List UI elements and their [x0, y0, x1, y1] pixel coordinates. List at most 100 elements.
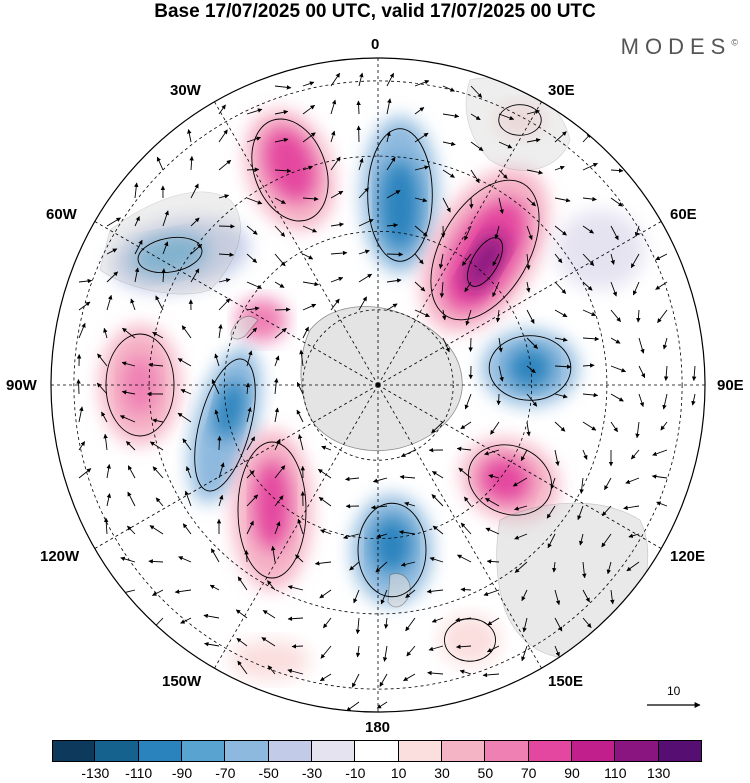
wind-vector	[623, 505, 640, 510]
wind-vector	[464, 496, 472, 507]
wind-vector	[526, 138, 541, 143]
brand-text: MODES	[620, 34, 732, 59]
pole-marker	[375, 382, 381, 388]
colorbar-cell	[442, 740, 486, 762]
wind-vector	[330, 222, 344, 227]
wind-vector	[218, 129, 228, 143]
latitude-circle	[223, 230, 533, 540]
wind-vector	[630, 449, 640, 460]
wind-vector	[302, 303, 317, 311]
wind-vector	[103, 327, 108, 339]
colorbar-tick-label: -10	[345, 765, 366, 781]
wind-vector	[236, 637, 248, 647]
wind-vector	[662, 393, 668, 410]
wind-vector	[148, 362, 164, 368]
wind-vector	[386, 190, 401, 199]
wind-vector	[182, 523, 192, 535]
wind-vector	[101, 411, 108, 423]
wind-vector	[299, 349, 304, 367]
wind-vector	[267, 665, 276, 675]
anomaly-blob	[214, 380, 246, 440]
wind-vector	[663, 365, 669, 381]
wind-vector	[582, 449, 588, 460]
wind-vector	[190, 183, 199, 199]
wind-vector	[526, 225, 533, 241]
wind-vector	[651, 474, 668, 479]
wind-vector	[177, 412, 192, 423]
wind-vector	[330, 99, 337, 115]
wind-vector	[246, 407, 252, 423]
wind-vector	[610, 365, 627, 373]
wind-vector	[218, 104, 226, 115]
wind-vector	[274, 377, 279, 395]
wind-vector	[554, 197, 571, 203]
wind-vector	[314, 561, 332, 566]
colorbar-tick-label: 70	[520, 765, 537, 781]
lon-label-60w: 60W	[46, 206, 77, 223]
wind-vector	[526, 253, 531, 270]
wind-vector	[209, 584, 220, 591]
wind-vector	[582, 281, 593, 291]
wind-vector	[432, 525, 444, 535]
wind-vector	[655, 253, 668, 261]
wind-vector	[552, 561, 557, 573]
wind-vector	[610, 393, 624, 402]
lon-label-30w: 30W	[170, 82, 201, 99]
wind-vector	[246, 436, 256, 451]
wind-vector	[358, 296, 367, 311]
meridian-line	[214, 384, 379, 669]
wind-vector	[601, 533, 612, 548]
wind-vector	[180, 389, 192, 395]
wind-vector	[262, 610, 276, 619]
wind-vector	[127, 491, 136, 507]
wind-vector	[405, 617, 416, 632]
anomaly-blob	[479, 457, 531, 503]
wind-vector	[211, 379, 220, 395]
wind-vector	[218, 324, 223, 339]
wind-vector	[244, 549, 249, 563]
wind-vector	[162, 241, 169, 255]
wind-vector	[414, 309, 430, 318]
wind-vector	[554, 449, 560, 467]
wind-vector	[121, 390, 136, 395]
anomaly-blob	[495, 102, 545, 138]
wind-vector	[386, 278, 402, 283]
new-zealand-shape	[387, 573, 411, 608]
colorbar-tick-label: 50	[477, 765, 494, 781]
wind-vector	[287, 616, 304, 621]
wind-vector	[492, 281, 500, 298]
wind-vector	[546, 505, 556, 519]
wind-vector	[218, 194, 230, 199]
anomaly-blob	[380, 160, 420, 250]
copyright-icon: ©	[731, 37, 738, 48]
wind-vector	[330, 190, 344, 199]
colorbar-cell	[572, 740, 616, 762]
wind-vector	[526, 393, 538, 407]
anomaly-blob	[122, 355, 158, 415]
wind-vector	[630, 253, 640, 269]
wind-vector	[320, 529, 332, 535]
wind-vector	[323, 617, 332, 629]
wind-vector	[97, 353, 108, 367]
meridian-line	[214, 101, 379, 386]
wind-vector	[610, 225, 619, 241]
latitude-circle	[302, 309, 454, 461]
wind-vector	[485, 527, 500, 535]
lon-label-90e: 90E	[717, 377, 744, 394]
wind-vector	[185, 466, 192, 479]
wind-vector	[414, 165, 430, 171]
wind-vector	[355, 645, 361, 658]
wind-vector	[190, 268, 200, 283]
colorbar-cell	[95, 740, 139, 762]
colorbar-cell	[268, 740, 312, 762]
wind-vector	[483, 589, 500, 597]
wind-vector	[274, 253, 286, 267]
lon-label-0: 0	[371, 36, 380, 53]
wind-vector	[441, 309, 447, 321]
wind-vector	[372, 477, 388, 483]
wind-vector	[432, 471, 444, 479]
wind-vector	[218, 462, 225, 479]
wind-vector	[127, 465, 136, 479]
wind-vector	[414, 132, 429, 143]
wind-vector	[582, 309, 597, 317]
